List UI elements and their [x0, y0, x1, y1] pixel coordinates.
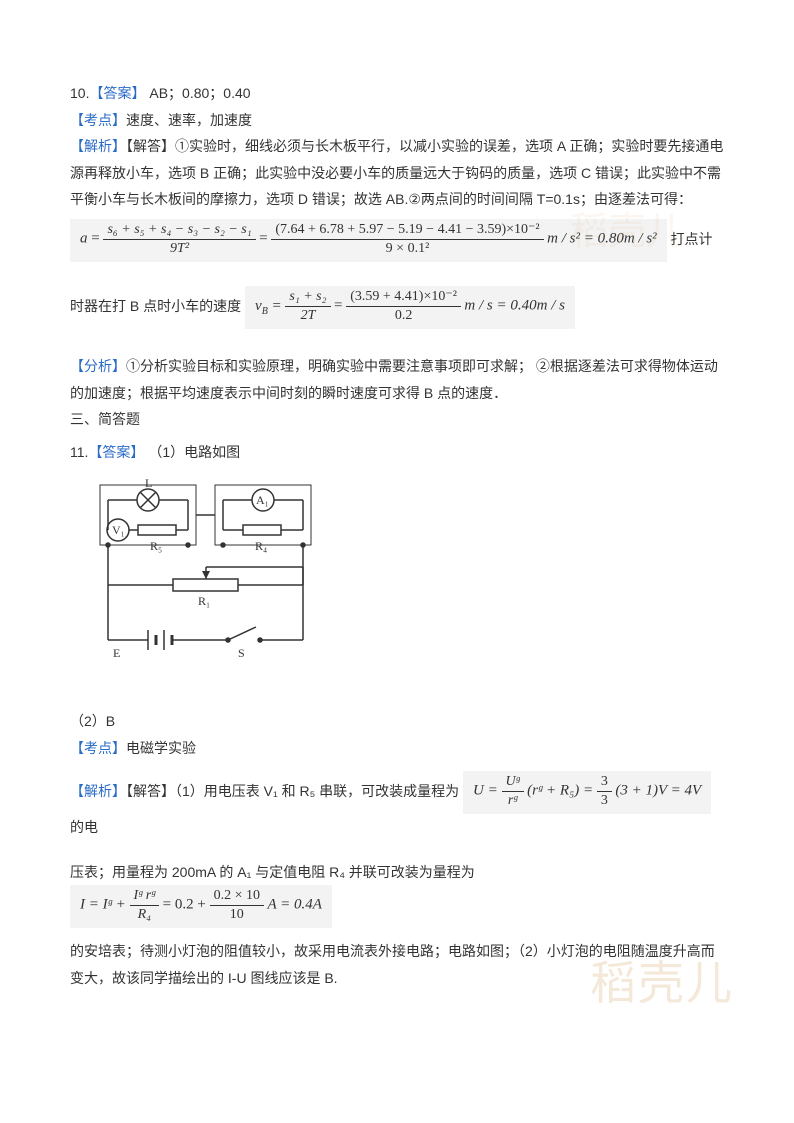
q10-fenxi-text: ①分析实验目标和实验原理，明确实验中需要注意事项即可求解； ②根据逐差法可求得物…: [70, 358, 718, 401]
circuit-svg: L V₁ R₅: [78, 475, 338, 675]
formula-a-den2: 9 × 0.1²: [271, 240, 543, 256]
formula-a-num2: (7.64 + 6.78 + 5.97 − 5.19 − 4.41 − 3.59…: [271, 223, 543, 240]
label-V1: V₁: [112, 523, 125, 537]
q11-answer-2: （2）B: [70, 708, 724, 735]
answer-label: 【答案】: [88, 444, 144, 460]
q10-answer-line: 10.【答案】 AB；0.80；0.40: [70, 80, 724, 107]
label-R4: R₄: [255, 539, 267, 553]
label-A1: A₁: [256, 493, 269, 507]
q10-formula-a-row: a = s₆ + s₅ + s₄ − s₃ − s₂ − s₁ 9T² = (7…: [70, 219, 724, 262]
q10-body-1: 【解析】【解答】①实验时，细线必须与长木板平行，以减小实验的误差，选项 A 正确…: [70, 133, 724, 213]
q10-kaodian-value: 速度、速率，加速度: [126, 112, 252, 128]
q11-body-tail: 的安培表；待测小灯泡的阻值较小，故采用电流表外接电路；电路如图；（2）小灯泡的电…: [70, 938, 724, 991]
q11-answer-value-1: （1）电路如图: [144, 444, 240, 460]
q10-formula-vb: vB = s₁ + s₂ 2T = (3.59 + 4.41)×10⁻² 0.2…: [245, 286, 575, 329]
formula-a-suffix: m / s² = 0.80m / s²: [547, 231, 657, 247]
label-R1: R₁: [198, 594, 210, 608]
fenxi-label: 【分析】: [70, 358, 126, 374]
label-L: L: [145, 476, 152, 490]
label-E: E: [113, 646, 120, 660]
q11-row-i: 压表；用量程为 200mA 的 A₁ 与定值电阻 R₄ 并联可改装为量程为 I …: [70, 859, 724, 929]
jiexi-label: 【解析】: [70, 138, 126, 154]
q11-formula-i: I = Iᵍ + Iᵍ rᵍ R₄ = 0.2 + 0.2 × 10 10 A …: [70, 885, 332, 928]
q10-formula-vb-row: 时器在打 B 点时小车的速度 vB = s₁ + s₂ 2T = (3.59 +…: [70, 286, 724, 329]
jieda-label: 【解答】: [126, 138, 175, 154]
formula-a-trail: 打点计: [671, 233, 713, 248]
q11-row-u: 【解析】【解答】（1）用电压表 V₁ 和 R₅ 串联，可改装成量程为 U = U…: [70, 771, 724, 841]
q11-kaodian-value: 电磁学实验: [126, 740, 196, 756]
q11-u-suffix: 的电: [70, 819, 98, 835]
q11-kaodian-line: 【考点】电磁学实验: [70, 735, 724, 762]
q11-number: 11.: [70, 444, 88, 460]
kaodian-label: 【考点】: [70, 112, 126, 128]
q10-number: 10.: [70, 85, 89, 101]
q10-vb-pretext: 时器在打 B 点时小车的速度: [70, 298, 245, 314]
q11-i-pretext: 压表；用量程为 200mA 的 A₁ 与定值电阻 R₄ 并联可改装为量程为: [70, 864, 475, 880]
q11-formula-u: U = Uᵍ rᵍ (rᵍ + R₅) = 3 3 (3 + 1)V = 4V: [463, 771, 711, 814]
formula-a-num1: s₆ + s₅ + s₄ − s₃ − s₂ − s₁: [103, 223, 255, 240]
answer-label: 【答案】: [89, 85, 145, 101]
q10-formula-a: a = s₆ + s₅ + s₄ − s₃ − s₂ − s₁ 9T² = (7…: [70, 219, 667, 262]
kaodian-label: 【考点】: [70, 740, 126, 756]
q10-fenxi: 【分析】①分析实验目标和实验原理，明确实验中需要注意事项即可求解； ②根据逐差法…: [70, 353, 724, 406]
q10-kaodian-line: 【考点】速度、速率，加速度: [70, 107, 724, 134]
section-3-heading: 三、简答题: [70, 406, 724, 433]
q10-answer-value: AB；0.80；0.40: [145, 85, 250, 101]
q11-u-pretext: （1）用电压表 V₁ 和 R₅ 串联，可改装成量程为: [175, 783, 463, 799]
label-S: S: [238, 646, 245, 660]
circuit-diagram: L V₁ R₅: [78, 475, 724, 684]
q11-answer-line: 11.【答案】 （1）电路如图: [70, 439, 724, 466]
jieda-label: 【解答】: [126, 783, 175, 799]
formula-a-den1: 9T²: [103, 240, 255, 256]
label-R5: R₅: [150, 539, 162, 553]
jiexi-label: 【解析】: [70, 783, 126, 799]
